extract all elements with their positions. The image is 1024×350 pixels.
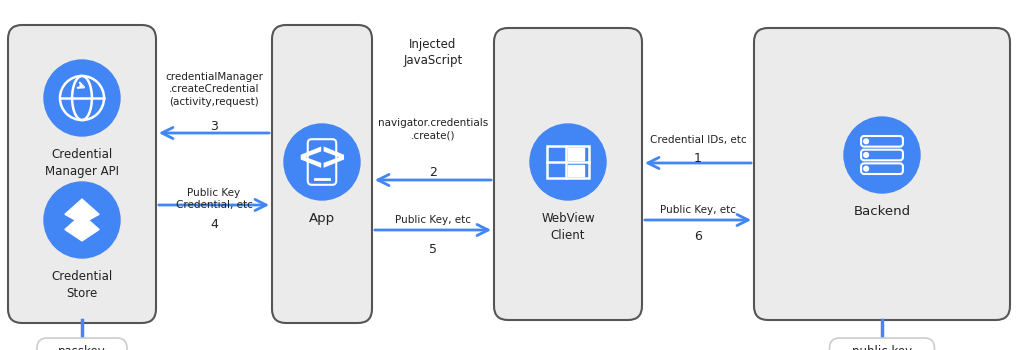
FancyBboxPatch shape xyxy=(829,338,935,350)
Text: Backend: Backend xyxy=(853,205,910,218)
Polygon shape xyxy=(65,214,99,241)
Text: App: App xyxy=(309,212,335,225)
Circle shape xyxy=(44,182,120,258)
Bar xyxy=(568,164,584,176)
Circle shape xyxy=(844,117,920,193)
Text: Credential
Manager API: Credential Manager API xyxy=(45,148,119,178)
Text: Credential IDs, etc: Credential IDs, etc xyxy=(649,135,746,145)
FancyBboxPatch shape xyxy=(37,338,127,350)
Text: navigator.credentials
.create(): navigator.credentials .create() xyxy=(378,118,488,140)
Text: <>: <> xyxy=(298,139,346,178)
Circle shape xyxy=(530,124,606,200)
Text: Public Key, etc: Public Key, etc xyxy=(395,215,471,225)
Bar xyxy=(568,148,584,160)
Text: 5: 5 xyxy=(429,243,437,256)
Text: passkey: passkey xyxy=(58,344,105,350)
Text: 4: 4 xyxy=(210,218,218,231)
Text: 2: 2 xyxy=(429,166,437,179)
Text: Credential
Store: Credential Store xyxy=(51,270,113,300)
Text: Injected
JavaScript: Injected JavaScript xyxy=(403,38,463,67)
Text: Public Key, etc: Public Key, etc xyxy=(660,205,736,215)
Polygon shape xyxy=(65,199,99,224)
FancyBboxPatch shape xyxy=(8,25,156,323)
Text: credentialManager
.createCredential
(activity,request): credentialManager .createCredential (act… xyxy=(165,72,263,107)
Text: 3: 3 xyxy=(210,120,218,133)
Text: 1: 1 xyxy=(694,152,701,165)
Circle shape xyxy=(284,124,360,200)
Text: public key: public key xyxy=(852,344,912,350)
FancyBboxPatch shape xyxy=(272,25,372,323)
Circle shape xyxy=(44,60,120,136)
Circle shape xyxy=(864,139,868,144)
FancyBboxPatch shape xyxy=(494,28,642,320)
FancyBboxPatch shape xyxy=(754,28,1010,320)
Text: Public Key
Credential, etc: Public Key Credential, etc xyxy=(175,188,253,210)
Text: WebView
Client: WebView Client xyxy=(542,212,595,242)
Circle shape xyxy=(864,166,868,171)
Circle shape xyxy=(864,153,868,158)
Text: 6: 6 xyxy=(694,230,701,243)
